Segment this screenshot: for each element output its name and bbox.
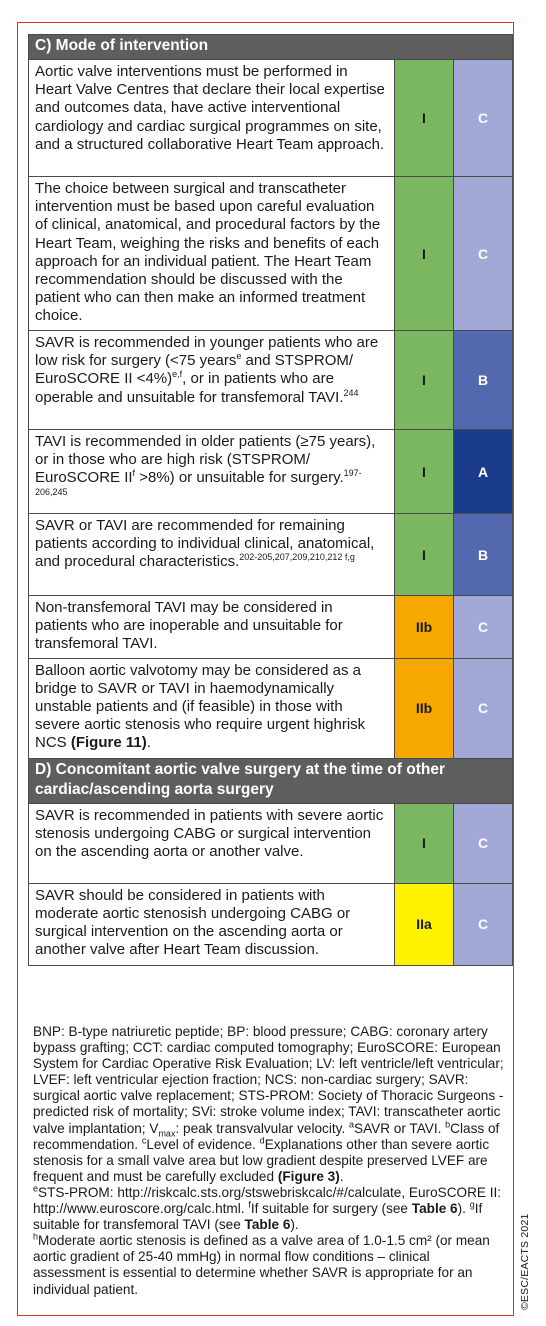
footnote-mark: e	[33, 1183, 39, 1194]
recommendation-text: SAVR is recommended in patients with sev…	[28, 802, 395, 884]
footnote-text: If suitable for transfemoral TAVI (see	[33, 1201, 483, 1233]
table-row: Aortic valve interventions must be perfo…	[28, 59, 514, 177]
section-header-c: C) Mode of intervention	[27, 34, 514, 60]
table-row: SAVR should be considered in patients wi…	[28, 882, 514, 966]
recommendation-text: Non-transfemoral TAVI may be considered …	[28, 595, 395, 659]
text-part: >8%) or unsuitable for surgery.	[135, 469, 344, 487]
level-cell: B	[452, 513, 514, 596]
text-part: , or in patients who are operable and un…	[35, 370, 344, 406]
abbreviations: BNP: B-type natriuretic peptide; BP: blo…	[33, 1024, 504, 1136]
footnote-text: Moderate aortic stenosis is defined as a…	[33, 1233, 490, 1297]
copyright-label: ©ESC/EACTS 2021	[519, 1213, 531, 1310]
level-cell: C	[452, 657, 514, 759]
class-cell: I	[394, 802, 454, 884]
footnote-mark: h	[33, 1231, 39, 1242]
footnote-mark: a	[348, 1119, 354, 1130]
recommendation-text: SAVR is recommended in younger patients …	[28, 330, 395, 430]
footnote-mark: d	[259, 1135, 265, 1146]
footnote-ref: f	[132, 468, 136, 479]
text-part: .	[146, 734, 151, 752]
level-cell: A	[452, 429, 514, 514]
table-row: The choice between surgical and transcat…	[28, 176, 514, 331]
recommendation-text: Aortic valve interventions must be perfo…	[28, 59, 395, 177]
figure-ref: (Figure 3)	[277, 1168, 340, 1184]
recommendation-text: SAVR should be considered in patients wi…	[28, 882, 395, 966]
table-ref: Table 6	[244, 1217, 291, 1233]
recommendation-text: SAVR or TAVI are recommended for remaini…	[28, 513, 395, 596]
section-header-d: D) Concomitant aortic valve surgery at t…	[27, 757, 514, 804]
footnote-text: Class of recommendation.	[33, 1120, 500, 1152]
text-part: and STSPROM/ EuroSCORE II <4%)	[35, 352, 354, 388]
class-cell: IIb	[394, 657, 454, 759]
text-part: SAVR or TAVI are recommended for remaini…	[35, 517, 375, 571]
class-cell: I	[394, 513, 454, 596]
level-cell: C	[452, 595, 514, 659]
text-part: SAVR is recommended in younger patients …	[35, 334, 379, 370]
footnote-mark: b	[445, 1119, 451, 1130]
recommendations-table: C) Mode of intervention Aortic valve int…	[27, 34, 514, 966]
footnote-text: : peak transvalvular velocity.	[175, 1120, 349, 1136]
table-row: TAVI is recommended in older patients (≥…	[28, 429, 514, 514]
footnote-text: SAVR or TAVI.	[354, 1120, 446, 1136]
table-row: SAVR is recommended in patients with sev…	[28, 802, 514, 884]
class-cell: IIa	[394, 882, 454, 966]
footnote-text: Explanations other than severe aortic st…	[33, 1136, 490, 1184]
table-ref: Table 6	[411, 1201, 458, 1217]
footnote-ref: e	[236, 351, 242, 362]
table-row: Balloon aortic valvotomy may be consider…	[28, 657, 514, 759]
footnote-ref: e,f	[172, 369, 183, 380]
table-frame	[17, 22, 514, 1316]
citation-ref: 202-205,207,209,210,212 f,g	[239, 552, 355, 563]
level-cell: C	[452, 59, 514, 177]
footnote-text: ).	[457, 1201, 470, 1217]
footnote-mark: c	[141, 1135, 147, 1146]
section-title: C) Mode of intervention	[27, 34, 514, 60]
citation-ref: 244	[343, 387, 359, 398]
recommendation-text: TAVI is recommended in older patients (≥…	[28, 429, 395, 514]
footnote-text: Level of evidence.	[146, 1136, 260, 1152]
table-row: Non-transfemoral TAVI may be considered …	[28, 595, 514, 659]
level-cell: C	[452, 802, 514, 884]
text-part: Balloon aortic valvotomy may be consider…	[35, 661, 366, 752]
class-cell: I	[394, 59, 454, 177]
class-cell: I	[394, 429, 454, 514]
footnote-text: ).	[290, 1217, 299, 1233]
level-cell: C	[452, 882, 514, 966]
level-cell: C	[452, 176, 514, 331]
recommendation-text: Balloon aortic valvotomy may be consider…	[28, 657, 395, 759]
level-cell: B	[452, 330, 514, 430]
section-title: D) Concomitant aortic valve surgery at t…	[27, 757, 514, 804]
subscript: max	[158, 1128, 176, 1139]
table-row: SAVR is recommended in younger patients …	[28, 330, 514, 430]
class-cell: I	[394, 176, 454, 331]
footnote-mark: f	[248, 1199, 251, 1210]
table-footnotes: BNP: B-type natriuretic peptide; BP: blo…	[33, 1024, 505, 1298]
footnote-text: STS-PROM: http://riskcalc.sts.org/stsweb…	[33, 1184, 502, 1217]
class-cell: IIb	[394, 595, 454, 659]
class-cell: I	[394, 330, 454, 430]
text-part: TAVI is recommended in older patients (≥…	[35, 433, 376, 487]
figure-ref: (Figure 11)	[70, 734, 147, 752]
footnote-text: If suitable for surgery (see	[250, 1201, 412, 1217]
footnote-text: .	[339, 1168, 344, 1184]
table-row: SAVR or TAVI are recommended for remaini…	[28, 513, 514, 596]
footnote-mark: g	[469, 1199, 475, 1210]
recommendation-text: The choice between surgical and transcat…	[28, 176, 395, 331]
citation-ref: 197-206,245	[35, 468, 362, 497]
